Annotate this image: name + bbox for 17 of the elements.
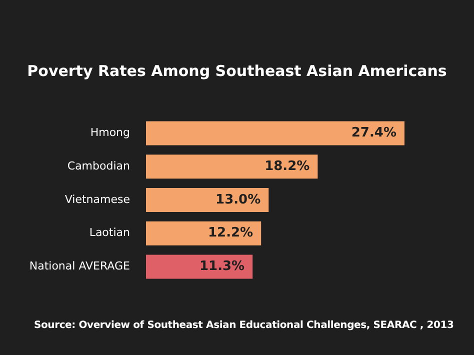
y-tick-label: Cambodian — [67, 160, 130, 172]
bar — [146, 188, 269, 212]
data-label: 13.0% — [216, 192, 261, 208]
source-note: Source: Overview of Southeast Asian Educational Challenges, SEARAC , 2013 — [34, 320, 454, 331]
y-tick-label: National AVERAGE — [29, 260, 130, 273]
data-label: 11.3% — [199, 259, 245, 274]
data-label: 27.4% — [351, 126, 396, 141]
y-tick-label: Vietnamese — [64, 192, 130, 206]
y-tick-label: Laotian — [89, 226, 130, 240]
bar — [146, 121, 404, 146]
chart-title: Poverty Rates Among Southeast Asian Americans — [26, 62, 448, 80]
data-label: 18.2% — [264, 159, 310, 174]
bar — [146, 154, 318, 179]
y-tick-label: Hmong — [90, 126, 130, 140]
bar — [146, 221, 262, 246]
bar — [146, 254, 253, 279]
data-label: 12.2% — [208, 226, 254, 241]
